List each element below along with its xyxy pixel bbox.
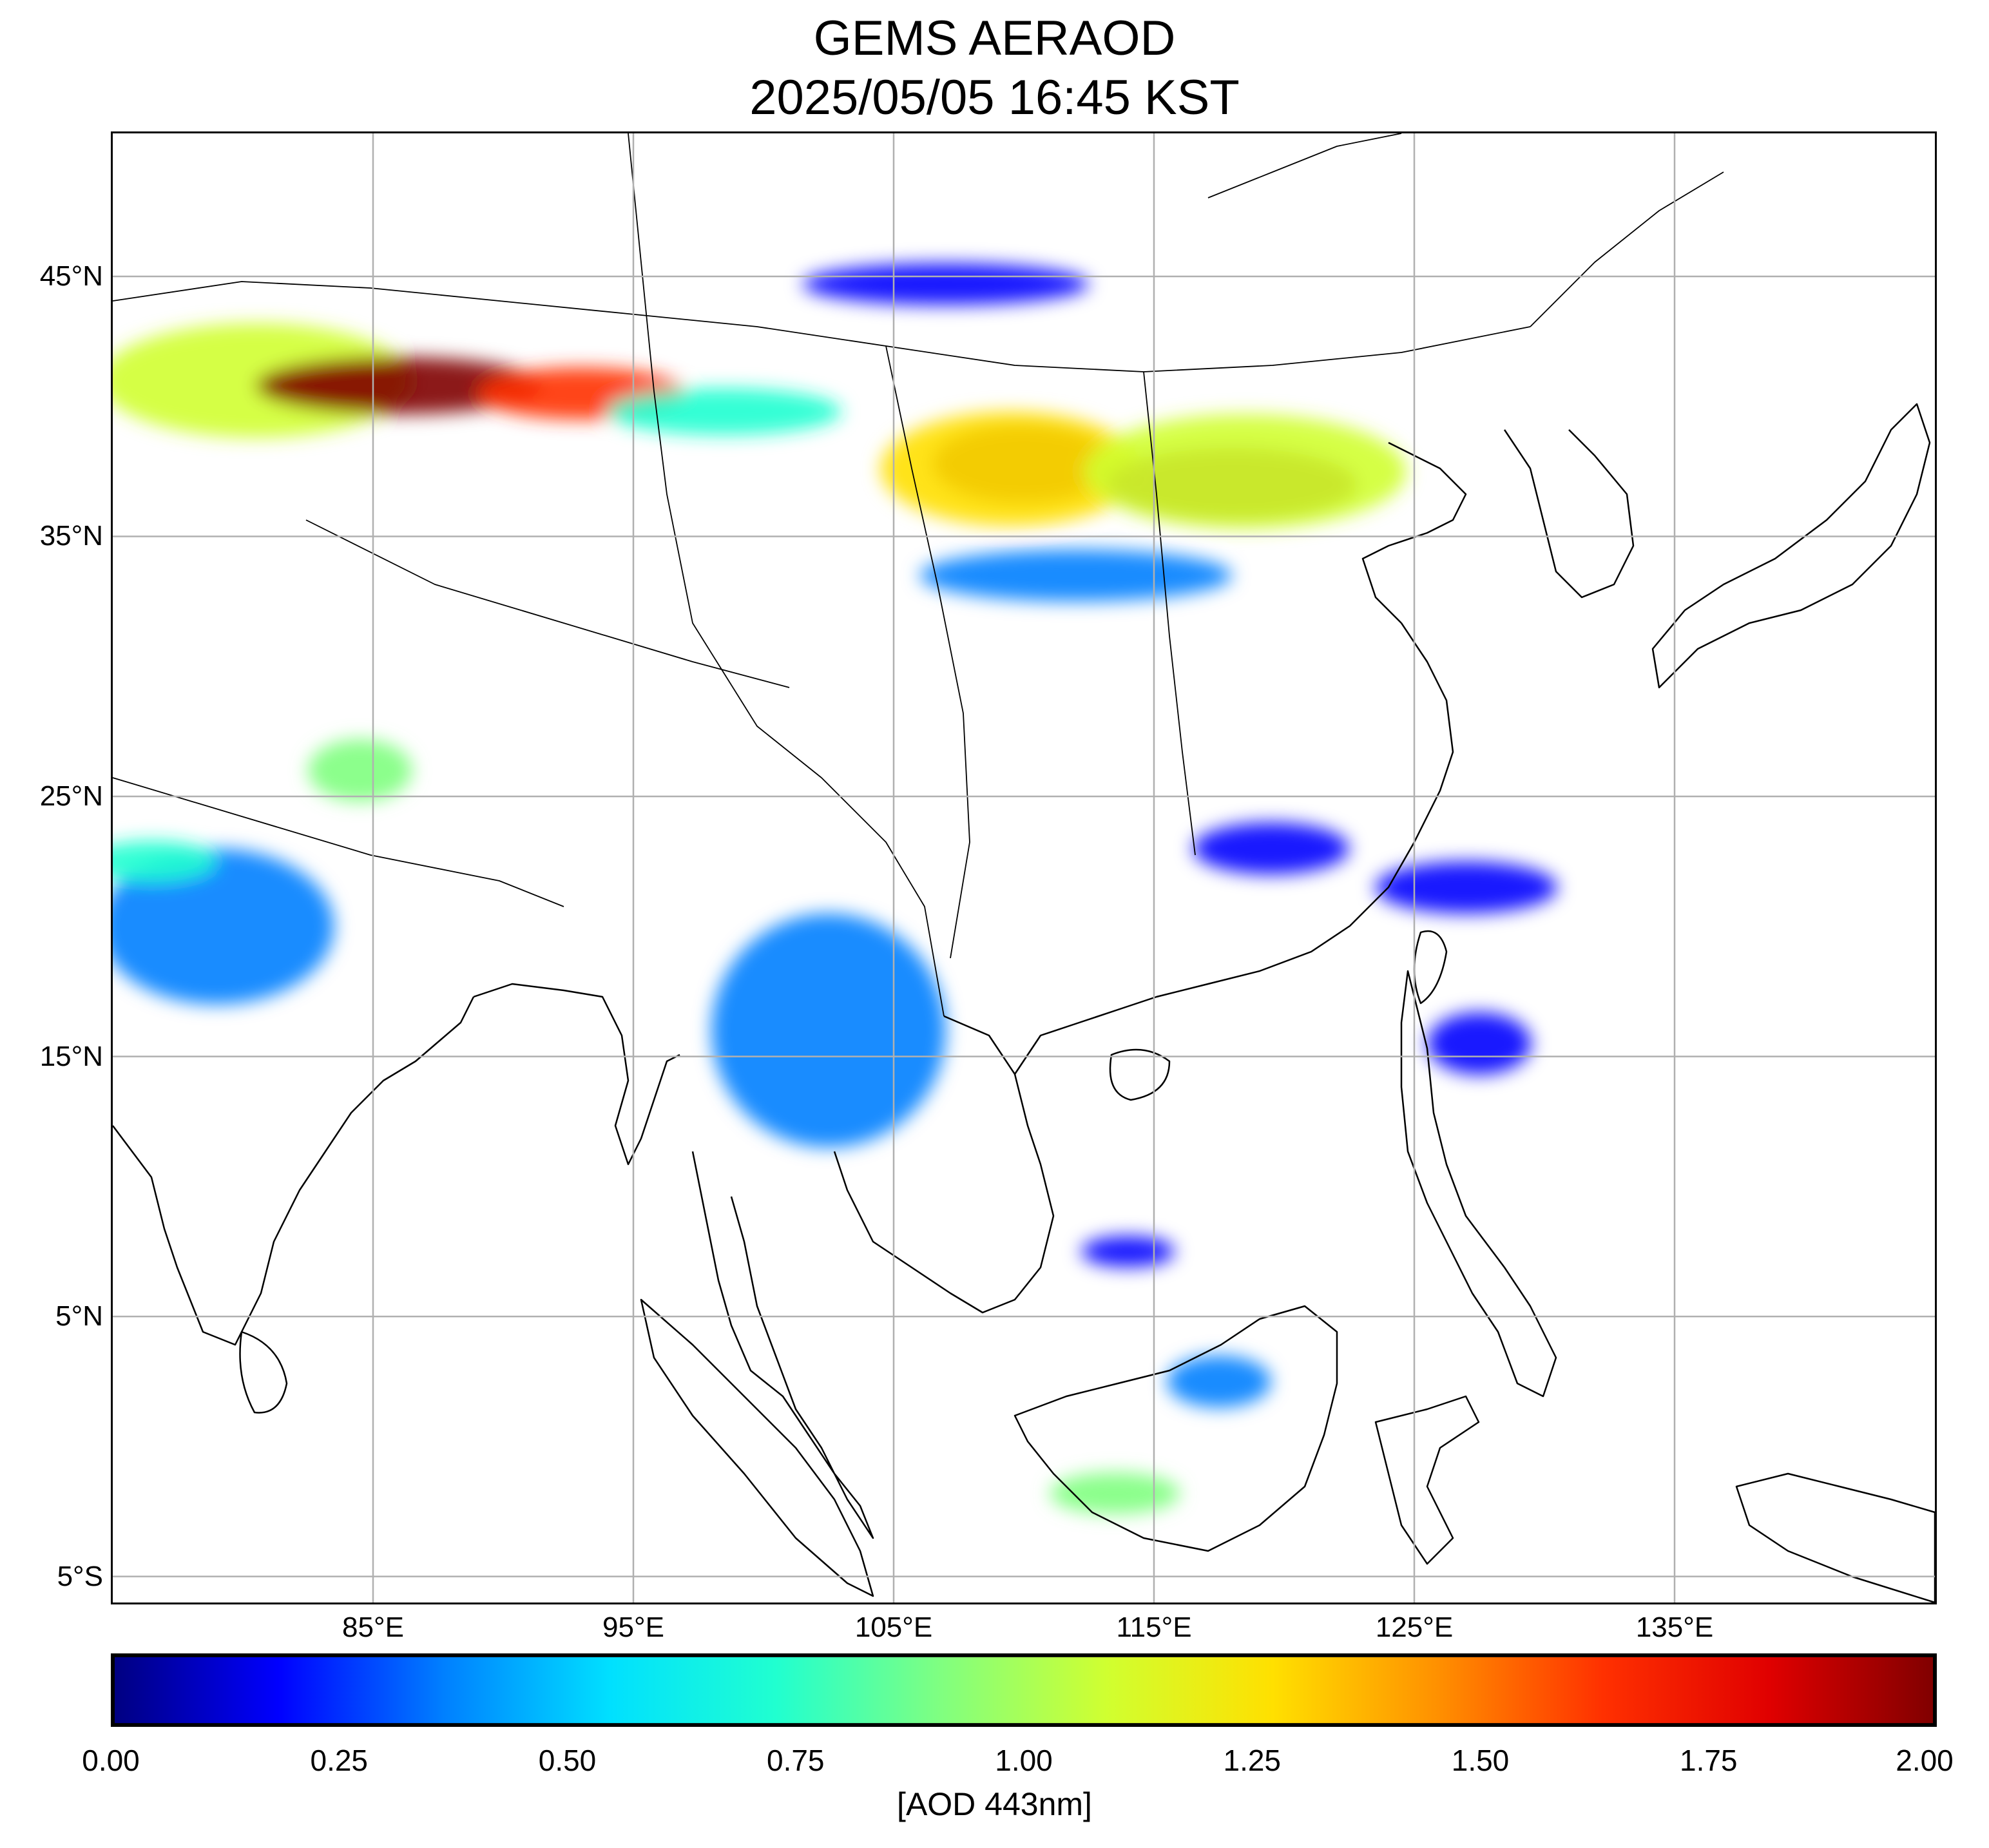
colorbar-tick-label: 0.00 (82, 1744, 140, 1777)
colorbar-gradient (113, 1655, 1935, 1725)
lat-tick-label: 5°S (57, 1560, 103, 1592)
borneo-coast (1014, 1305, 1338, 1552)
malay-peninsula (691, 1151, 874, 1539)
lon-tick-label: 85°E (342, 1612, 404, 1643)
colorbar-tick-label: 1.25 (1223, 1744, 1282, 1777)
plume-taklamakan-core (256, 357, 543, 414)
plume-ganges (308, 739, 412, 802)
plume-sichuan-north (919, 549, 1233, 602)
lon-tick-label: 95°E (602, 1612, 664, 1643)
hainan-coast (1109, 1048, 1171, 1101)
lat-tick-label: 5°N (55, 1300, 103, 1333)
plume-philippine-sea (1427, 1012, 1532, 1075)
map-title: GEMS AERAOD 2025/05/05 16:45 KST (0, 9, 1989, 128)
india-coast (113, 996, 475, 1346)
plume-central-india (113, 848, 334, 1005)
plume-south-china-sea-north (1193, 822, 1349, 875)
vietnam-coast (833, 1015, 1055, 1314)
plume-west-pacific-north (1375, 861, 1558, 914)
bohai-coast (1361, 441, 1467, 624)
colorbar-label: [AOD 443nm] (897, 1786, 1092, 1822)
plume-loess-edge (880, 411, 1141, 526)
south-china-coast (1014, 622, 1454, 1075)
japan-coast (1651, 403, 1931, 689)
taiwan-coast (1413, 930, 1448, 1005)
sri-lanka-coast (239, 1331, 288, 1414)
lon-tick-label: 125°E (1375, 1612, 1454, 1643)
border-lines (113, 133, 1724, 1017)
sulawesi-coast (1374, 1395, 1480, 1565)
aerosol-layer (113, 263, 1558, 1514)
aod-map (111, 131, 1937, 1604)
lat-tick-label: 25°N (39, 780, 103, 813)
plume-mongolia-south (802, 263, 1090, 305)
lat-tick-label: 35°N (39, 520, 103, 552)
sumatra-coast (640, 1298, 874, 1597)
title-line-1: GEMS AERAOD (813, 11, 1176, 66)
lon-tick-label: 105°E (854, 1612, 933, 1643)
graticule (113, 133, 1935, 1603)
coastlines (113, 133, 1935, 1603)
title-line-2: 2025/05/05 16:45 KST (749, 70, 1240, 125)
lat-tick-label: 45°N (39, 260, 103, 292)
plume-north-china-edge (1083, 414, 1407, 529)
lat-tick-label: 15°N (39, 1040, 103, 1072)
map-canvas (113, 133, 1935, 1603)
plume-sulu-sea (1081, 1236, 1175, 1267)
colorbar-tick-label: 2.00 (1896, 1744, 1954, 1777)
colorbar-tick-label: 0.25 (310, 1744, 369, 1777)
korea-coast (1503, 429, 1635, 599)
colorbar (111, 1653, 1937, 1727)
plume-borneo-north (1167, 1355, 1271, 1408)
plume-gansu-trail (607, 388, 842, 436)
colorbar-tick-label: 0.75 (766, 1744, 825, 1777)
colorbar-tick-label: 1.00 (995, 1744, 1053, 1777)
colorbar-tick-label: 1.75 (1679, 1744, 1738, 1777)
new-guinea-coast (1735, 1472, 1935, 1603)
plume-borneo-south (1050, 1472, 1180, 1514)
lon-tick-label: 135°E (1635, 1612, 1714, 1643)
colorbar-tick-label: 0.50 (538, 1744, 597, 1777)
lon-tick-label: 115°E (1116, 1612, 1192, 1643)
myanmar-coast (473, 983, 680, 1166)
plume-west-india (113, 840, 217, 883)
philippines-coast (1400, 970, 1557, 1398)
plume-indochina (711, 913, 946, 1148)
colorbar-tick-label: 1.50 (1451, 1744, 1510, 1777)
